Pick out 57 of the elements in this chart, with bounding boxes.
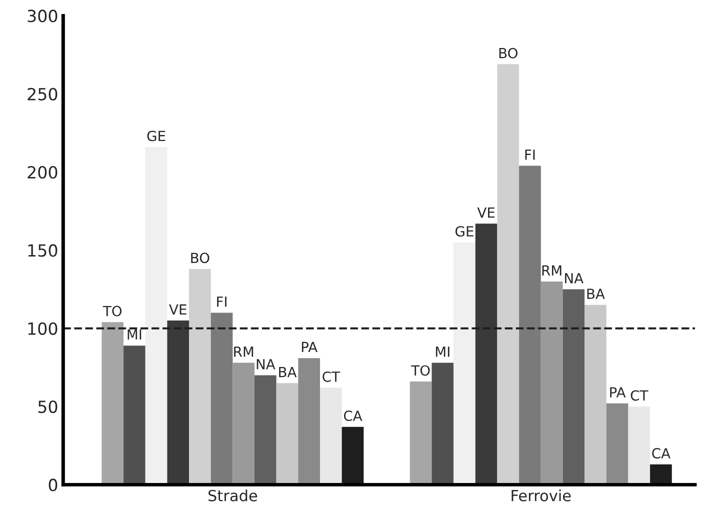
text: TO — [411, 365, 430, 376]
text: PA — [610, 387, 626, 398]
bar — [102, 322, 124, 485]
text: BA — [587, 288, 605, 299]
bar — [254, 375, 276, 485]
bar — [454, 242, 476, 485]
bar — [540, 281, 563, 485]
x-tick-label: Strade — [208, 490, 258, 502]
text: CA — [652, 448, 670, 459]
bar — [432, 362, 454, 485]
series-label: BO — [499, 48, 518, 58]
bar — [189, 268, 211, 485]
series-label: CT — [322, 371, 340, 382]
text: NA — [565, 273, 584, 284]
series-label: MI — [128, 329, 142, 340]
text: FI — [525, 150, 535, 160]
bar — [410, 382, 432, 485]
bar — [519, 166, 541, 485]
bar — [606, 403, 628, 485]
bar — [298, 358, 320, 485]
text: RM — [542, 265, 562, 276]
series-label: PA — [302, 342, 318, 352]
bar — [562, 289, 585, 485]
series-label: NA — [256, 359, 276, 370]
bar — [124, 346, 146, 485]
y-tick-label: 50 — [38, 400, 58, 414]
bar — [210, 312, 233, 485]
y-tick-label: 250 — [28, 88, 58, 100]
text: MI — [436, 346, 450, 357]
bar — [167, 320, 190, 485]
bar — [628, 406, 650, 485]
text: GE — [455, 226, 474, 237]
y-tick-label: 0 — [48, 478, 58, 492]
x-tick-label: Ferrovie — [512, 490, 571, 502]
bar — [342, 426, 364, 485]
series-label: VE — [169, 304, 186, 315]
series-label: CA — [344, 410, 362, 422]
bar — [232, 362, 255, 485]
bar — [276, 383, 298, 485]
y-tick-label: 150 — [28, 244, 58, 257]
bar — [584, 304, 606, 485]
y-tick-label: 300 — [28, 10, 58, 22]
series-label: BA — [279, 366, 297, 378]
series-label: FI — [217, 296, 226, 307]
series-label: TO — [102, 306, 122, 316]
text: BO — [191, 252, 210, 264]
bar — [320, 388, 342, 485]
text: CT — [630, 390, 648, 401]
series-label: GE — [147, 130, 166, 142]
bar — [475, 224, 498, 485]
series-label: RM — [234, 346, 254, 357]
y-tick-label: 100 — [28, 322, 58, 335]
y-tick-label: 200 — [28, 166, 58, 179]
bar — [650, 464, 672, 485]
text: VE — [477, 207, 495, 218]
bar — [497, 64, 520, 485]
bar — [145, 147, 168, 485]
